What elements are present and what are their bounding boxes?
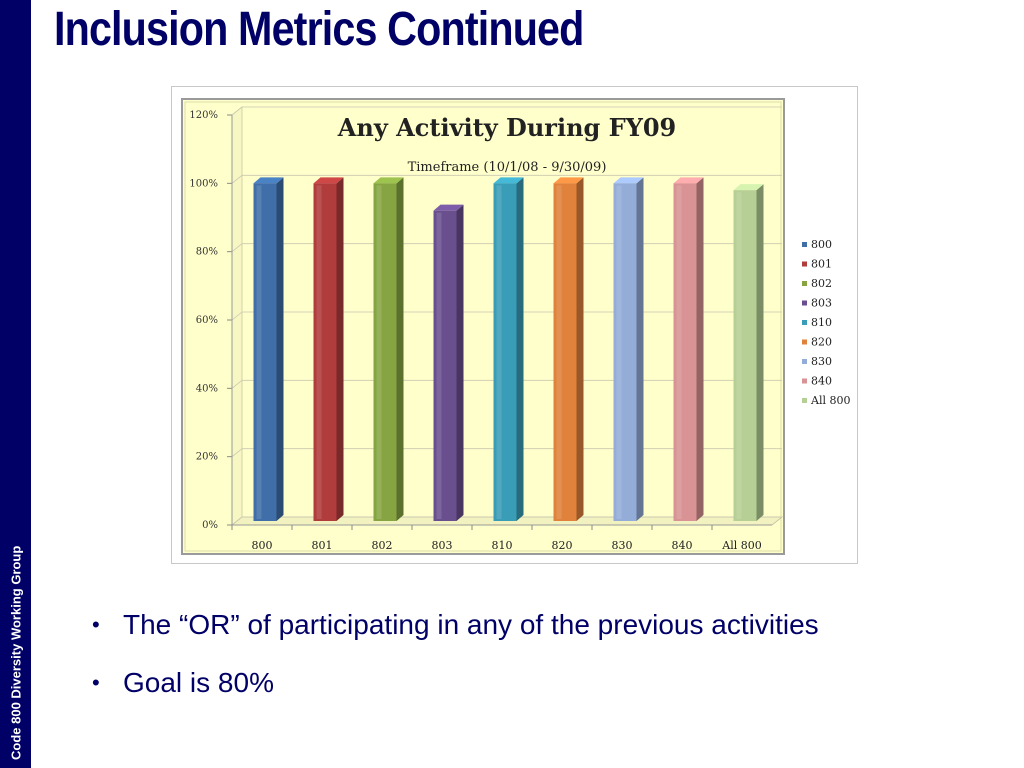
- y-tick-label: 0%: [202, 520, 218, 531]
- y-tick-label: 60%: [196, 315, 218, 326]
- bar-highlight: [256, 185, 262, 519]
- legend-swatch: [802, 398, 807, 403]
- y-tick-label: 120%: [189, 110, 218, 121]
- bar: [613, 183, 637, 521]
- legend-swatch: [802, 261, 807, 267]
- bar: [493, 183, 517, 521]
- bar-highlight: [676, 185, 682, 519]
- x-tick-label: 802: [372, 539, 393, 552]
- bar-side: [456, 204, 464, 521]
- y-tick-label: 40%: [196, 383, 218, 394]
- bar: [373, 183, 397, 521]
- bar-highlight: [736, 192, 742, 519]
- bar-highlight: [436, 212, 442, 519]
- bar-top: [733, 184, 764, 191]
- legend-label: 810: [811, 316, 832, 329]
- y-tick-label: 100%: [189, 178, 218, 189]
- bar-top: [613, 177, 644, 184]
- x-tick-label: 803: [432, 539, 453, 552]
- gridline-depth: [231, 243, 243, 252]
- bar-side: [396, 177, 404, 521]
- bar: [553, 183, 577, 521]
- bar: [673, 183, 697, 521]
- chart-title: Any Activity During FY09: [337, 113, 676, 142]
- chart-subtitle: Timeframe (10/1/08 - 9/30/09): [408, 160, 607, 175]
- x-tick-label: 820: [552, 539, 573, 552]
- bar-highlight: [496, 185, 502, 519]
- legend-label: 801: [811, 258, 832, 271]
- gridline-depth: [231, 448, 243, 457]
- legend-swatch: [802, 339, 807, 345]
- legend-label: 840: [811, 375, 832, 388]
- gridline-depth: [231, 106, 243, 116]
- x-tick-label: 830: [612, 539, 633, 552]
- bullet-text: Goal is 80%: [123, 667, 274, 698]
- gridline-depth: [231, 311, 243, 321]
- bar: [313, 183, 337, 521]
- gridline-depth: [231, 380, 243, 389]
- legend-label: 803: [811, 297, 832, 310]
- bar-side: [756, 184, 764, 521]
- bullet-dot-icon: •: [92, 612, 100, 637]
- bar-top: [493, 177, 524, 184]
- legend-swatch: [802, 320, 807, 325]
- title-backdrop: [307, 109, 707, 149]
- bullet-text: The “OR” of participating in any of the …: [123, 609, 819, 640]
- bar: [433, 210, 457, 521]
- legend-swatch: [802, 359, 807, 364]
- legend-swatch: [802, 378, 807, 384]
- legend-label: 800: [811, 238, 832, 251]
- bar: [733, 190, 757, 521]
- bar-top: [313, 177, 344, 184]
- bar-highlight: [616, 185, 622, 519]
- bar-top: [553, 177, 584, 184]
- legend-label: 802: [811, 277, 832, 290]
- bar-top: [673, 177, 704, 184]
- legend-label: 820: [811, 336, 832, 349]
- bar-side: [636, 177, 644, 521]
- y-tick-label: 20%: [196, 452, 218, 463]
- bar-highlight: [556, 185, 562, 519]
- bar-side: [516, 177, 524, 521]
- bar-side: [696, 177, 704, 521]
- bullet-item: • The “OR” of participating in any of th…: [92, 606, 819, 644]
- x-tick-label: 810: [492, 539, 513, 552]
- bullet-dot-icon: •: [92, 670, 100, 695]
- sidebar-band: Code 800 Diversity Working Group: [0, 0, 31, 768]
- bar-side: [576, 177, 584, 521]
- x-tick-label: 840: [672, 539, 693, 552]
- bar-top: [373, 177, 404, 184]
- bar-top: [433, 204, 464, 211]
- slide-title: Inclusion Metrics Continued: [54, 3, 584, 56]
- x-tick-label: All 800: [721, 539, 761, 552]
- x-tick-label: 801: [312, 539, 333, 552]
- legend-swatch: [802, 281, 807, 286]
- legend-label: All 800: [810, 394, 850, 407]
- bar-top: [253, 177, 284, 184]
- bar-highlight: [316, 185, 322, 519]
- legend-swatch: [802, 300, 807, 306]
- bar-side: [336, 177, 344, 521]
- plot-panel-inner: [184, 101, 782, 552]
- bar-highlight: [376, 185, 382, 519]
- bullet-item: • Goal is 80%: [92, 664, 819, 702]
- chart-frame: 0% 20% 40% 60% 80% 100% 120% 800 801 802 803 810 820…: [171, 86, 858, 564]
- gridline-depth: [231, 516, 243, 526]
- bullet-list: • The “OR” of participating in any of th…: [92, 606, 819, 722]
- bar-chart: 0% 20% 40% 60% 80% 100% 120% 800 801 802 803 810 820…: [181, 98, 850, 555]
- bar: [253, 183, 277, 521]
- x-tick-label: 800: [252, 539, 273, 552]
- gridline-depth: [231, 175, 243, 184]
- sidebar-label: Code 800 Diversity Working Group: [8, 545, 24, 760]
- y-tick-label: 80%: [196, 247, 218, 258]
- bar-side: [276, 177, 284, 521]
- legend-label: 830: [811, 355, 832, 368]
- legend-swatch: [802, 242, 807, 247]
